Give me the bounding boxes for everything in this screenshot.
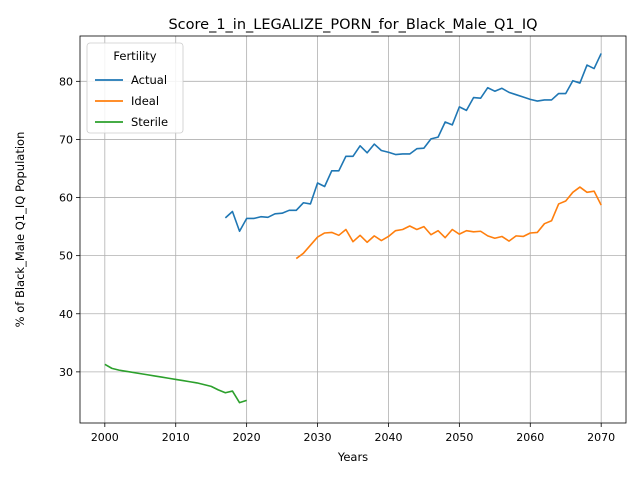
series-line-sterile [104, 363, 247, 404]
y-tick-label: 60 [59, 192, 73, 205]
x-tick-label: 2000 [91, 431, 119, 444]
plot-area-frame [79, 35, 627, 424]
x-tick-label: 2020 [233, 431, 261, 444]
y-axis-ticks: 30 40 50 60 70 80 [59, 75, 80, 379]
legend: Fertility Actual Ideal Sterile [86, 42, 184, 134]
x-tick-label: 2070 [587, 431, 615, 444]
series-line-actual [224, 53, 602, 233]
grid-lines [80, 36, 626, 423]
legend-entry: Ideal [131, 94, 159, 108]
series-lines [104, 53, 602, 404]
x-axis-label: Years [337, 450, 368, 464]
x-tick-label: 2010 [162, 431, 190, 444]
y-axis-label: % of Black_Male Q1_IQ Population [13, 132, 27, 328]
y-tick-label: 40 [59, 308, 73, 321]
x-tick-label: 2060 [516, 431, 544, 444]
x-axis-ticks: 2000 2010 2020 2030 2040 2050 2060 2070 [91, 423, 615, 444]
y-tick-label: 30 [59, 366, 73, 379]
x-tick-label: 2030 [304, 431, 332, 444]
chart-title: Score_1_in_LEGALIZE_PORN_for_Black_Male_… [168, 17, 537, 33]
x-tick-label: 2050 [445, 431, 473, 444]
series-line-ideal [295, 186, 602, 260]
legend-entry: Actual [131, 73, 167, 87]
legend-title: Fertility [113, 49, 156, 63]
y-tick-label: 80 [59, 75, 73, 88]
y-tick-label: 70 [59, 133, 73, 146]
x-tick-label: 2040 [374, 431, 402, 444]
legend-entry: Sterile [131, 115, 168, 129]
y-tick-label: 50 [59, 250, 73, 263]
legend-box [86, 42, 184, 134]
